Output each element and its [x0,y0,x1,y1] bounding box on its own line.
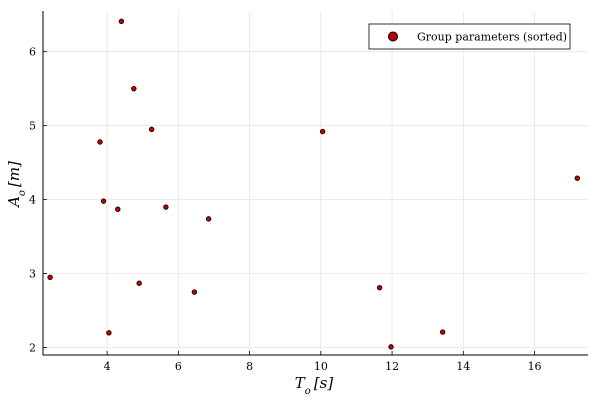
ticks: 4 6 8 10 12 14 16 2 3 4 5 6 [29,46,542,373]
y-tick-label: 6 [29,46,36,59]
x-axis-label: To [s] [295,374,334,397]
legend-box [368,23,571,50]
axes [42,11,588,356]
y-axis-label: Ao[m] [5,161,28,209]
data-point [319,128,326,135]
x-tick-label: 8 [246,360,253,373]
x-tick-label: 10 [314,360,328,373]
legend: Group parameters (sorted) [368,23,571,50]
data-point [47,274,53,281]
data-point [100,198,107,204]
y-tick-label: 3 [29,268,36,281]
data-point [118,18,125,25]
data-points [47,18,581,350]
y-tick-label: 5 [29,120,36,133]
x-tick-label: 4 [104,360,111,373]
data-point [136,280,142,286]
y-tick-label: 2 [29,342,36,355]
data-point [148,126,155,133]
data-point [115,206,121,212]
data-point [439,329,446,335]
x-tick-label: 16 [528,360,542,373]
x-tick-label: 12 [385,360,399,373]
legend-marker-icon [388,31,398,42]
data-point [205,216,212,222]
data-point [191,289,198,295]
grid [43,11,588,355]
data-point [376,284,383,291]
data-point [163,204,169,210]
x-tick-label: 6 [175,360,182,373]
data-point [574,175,581,181]
data-point [131,85,137,92]
x-tick-label: 14 [456,360,470,373]
legend-label: Group parameters (sorted) [417,31,567,44]
y-tick-label: 4 [29,194,36,207]
data-point [388,344,394,350]
data-point [106,330,112,336]
data-point [97,139,103,145]
